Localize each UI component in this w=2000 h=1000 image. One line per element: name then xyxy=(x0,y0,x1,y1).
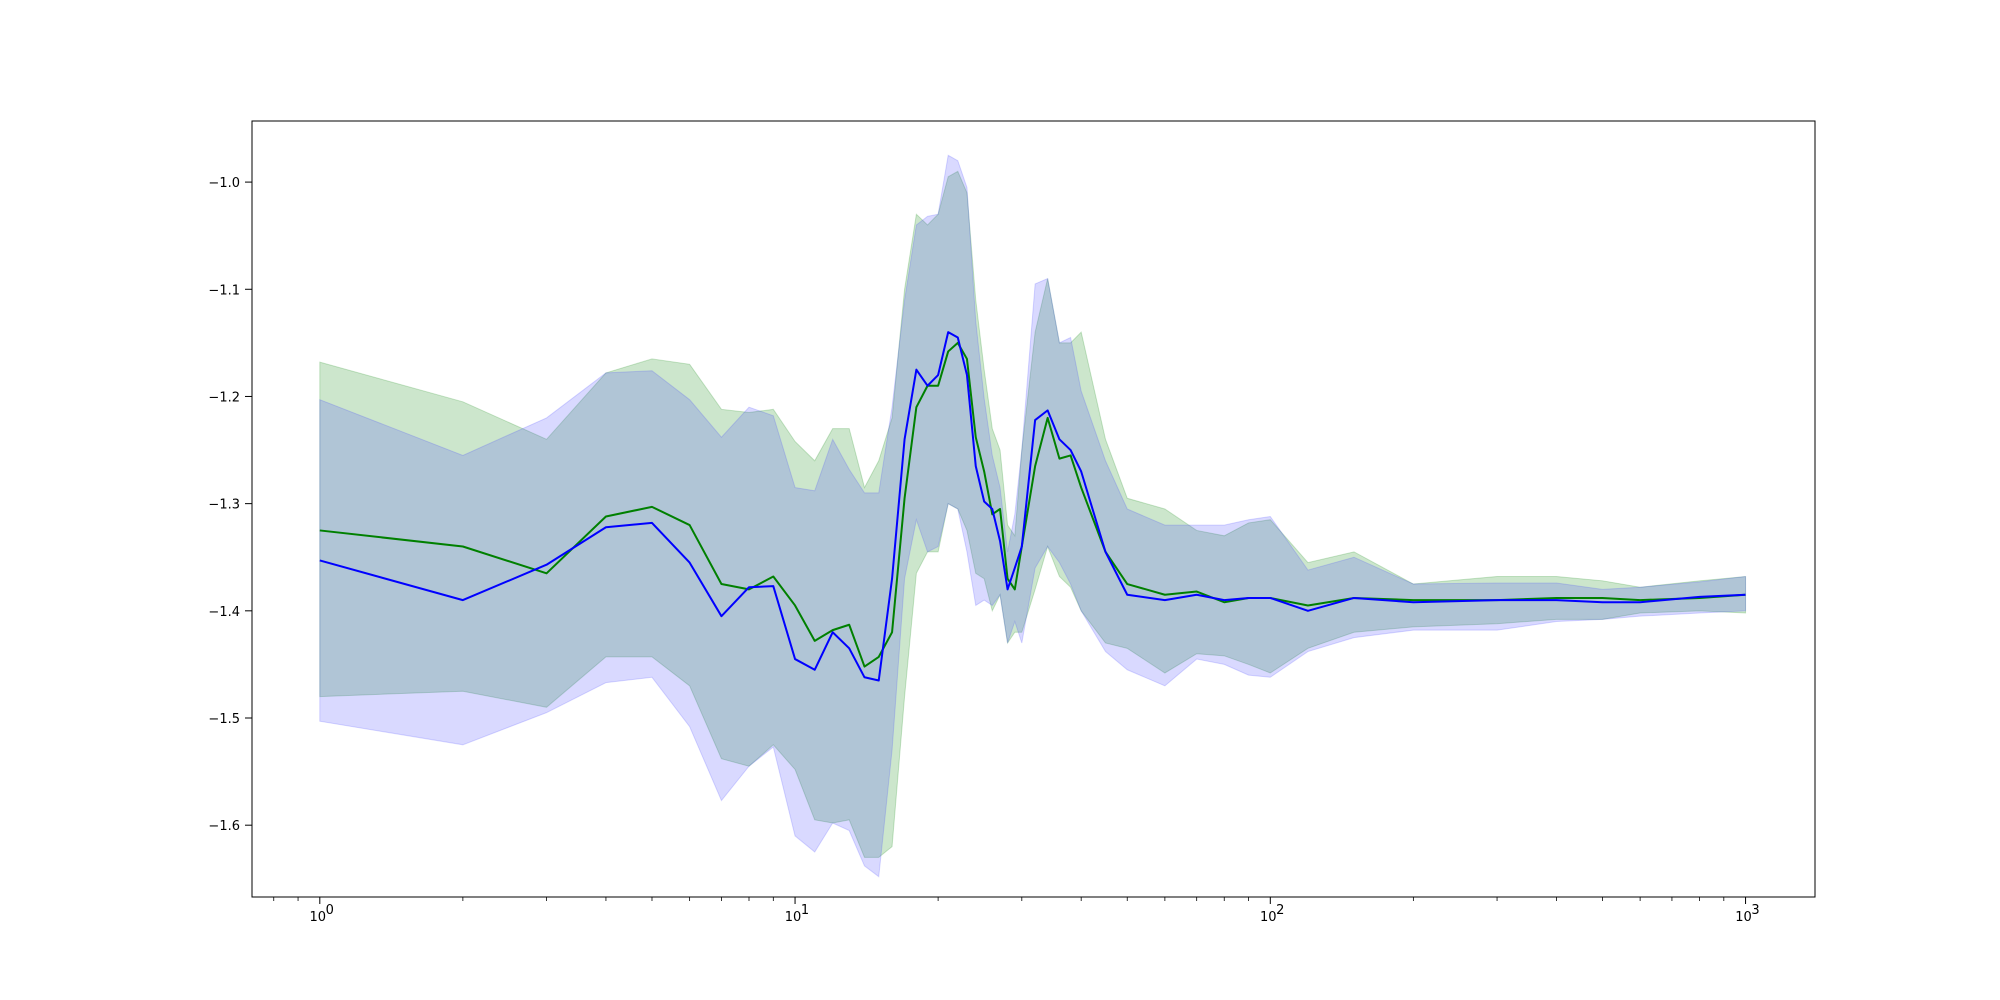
y-tick-label: −1.4 xyxy=(208,605,240,620)
x-tick-label: 10 xyxy=(310,910,327,925)
x-tick-label: 10 xyxy=(1735,910,1752,925)
x-tick-label: 10 xyxy=(1260,910,1277,925)
y-tick-label: −1.3 xyxy=(208,498,240,513)
plot-area xyxy=(252,121,1815,897)
x-tick-label-exponent: 1 xyxy=(801,903,809,918)
series-0-line xyxy=(319,341,1746,668)
x-tick-label-exponent: 3 xyxy=(1751,903,1759,918)
x-tick-label-exponent: 0 xyxy=(326,903,334,918)
confidence-bands xyxy=(319,154,1747,878)
series-0-band xyxy=(319,170,1747,858)
x-axis: 10 0 10 1 10 2 10 3 xyxy=(273,897,1760,925)
x-tick-label: 10 xyxy=(785,910,802,925)
y-axis: −1.0 −1.1 −1.2 −1.3 −1.4 −1.5 −1.6 xyxy=(208,176,252,834)
series-1-band xyxy=(319,154,1747,878)
plot-frame xyxy=(251,120,1816,898)
series-1-line xyxy=(319,331,1746,682)
y-tick-label: −1.5 xyxy=(208,712,240,727)
x-tick-label-exponent: 2 xyxy=(1276,903,1284,918)
y-tick-label: −1.6 xyxy=(208,819,240,834)
y-tick-label: −1.0 xyxy=(208,176,240,191)
y-tick-label: −1.2 xyxy=(208,390,240,405)
series-lines xyxy=(319,331,1746,682)
y-tick-label: −1.1 xyxy=(208,283,240,298)
